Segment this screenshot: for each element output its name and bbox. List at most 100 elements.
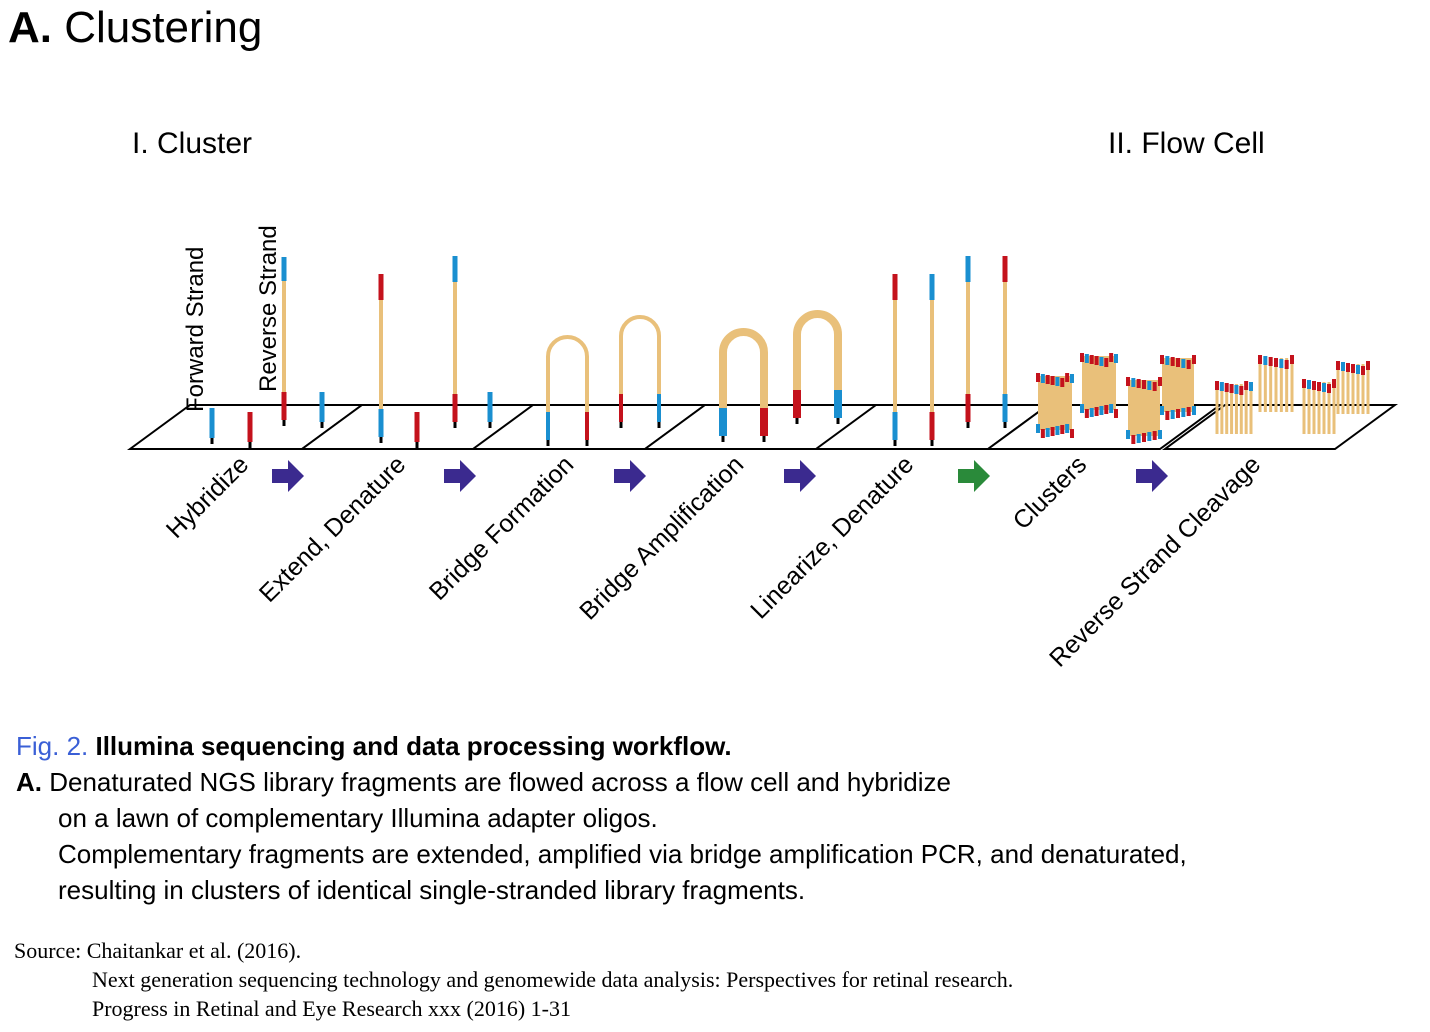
adapter-bottom	[1055, 426, 1060, 435]
anchor-stub	[1003, 422, 1007, 428]
adapter-bottom	[1109, 404, 1114, 413]
adapter-top	[1104, 358, 1109, 367]
adapter-top	[1099, 357, 1104, 366]
adapter-top	[378, 274, 384, 300]
adapter-bottom	[1065, 424, 1070, 433]
surface-oligo	[247, 412, 253, 448]
cluster	[1258, 355, 1294, 412]
adapter-bottom	[1142, 433, 1146, 442]
cluster	[1302, 379, 1336, 434]
adapter-top	[1351, 364, 1355, 373]
cluster	[1036, 373, 1074, 438]
adapter-top	[1229, 384, 1234, 393]
adapter-bottom	[452, 394, 458, 422]
source-title: Next generation sequencing technology an…	[92, 967, 1014, 992]
surface-oligo	[487, 392, 493, 428]
adapter-top	[1055, 377, 1060, 386]
adapter-bottom	[1192, 406, 1196, 415]
adapter-right	[657, 394, 661, 422]
surface-oligo	[209, 408, 215, 444]
anchor-stub	[893, 440, 897, 446]
adapter-bottom	[1147, 432, 1152, 441]
adapter-top	[1290, 355, 1294, 364]
adapter-top	[1244, 381, 1249, 390]
bridge-molecule	[793, 310, 842, 424]
step-label: Hybridize	[161, 450, 254, 543]
caption-fig-title: Illumina sequencing and data processing …	[95, 731, 732, 761]
source-citation: Source: Chaitankar et al. (2016).	[14, 938, 302, 963]
adapter-top	[1040, 374, 1045, 383]
oligo-body	[209, 408, 215, 438]
anchor-stub	[320, 422, 324, 428]
adapter-bottom	[1170, 410, 1175, 419]
section-cluster-label: I. Cluster	[132, 127, 253, 160]
adapter-bottom	[1158, 430, 1162, 439]
caption-title: Fig. 2. Illumina sequencing and data pro…	[16, 728, 732, 764]
adapter-bottom	[1126, 430, 1130, 439]
adapter-top	[1136, 379, 1141, 388]
adapter-right	[834, 390, 842, 418]
panel-title-text: Clustering	[64, 3, 263, 52]
adapter-top	[1094, 356, 1099, 365]
cluster	[1080, 353, 1118, 418]
dna-strand	[929, 274, 935, 446]
dna-strand	[1002, 256, 1008, 428]
step-arrow	[272, 460, 304, 492]
panel-title: A. Clustering	[8, 2, 262, 54]
adapter-top	[1158, 377, 1162, 386]
source-journal: Progress in Retinal and Eye Research xxx…	[92, 996, 571, 1021]
anchor-stub	[415, 442, 419, 448]
adapter-top	[1170, 357, 1175, 366]
adapter-top	[1327, 384, 1331, 393]
caption-line-2: on a lawn of complementary Illumina adap…	[58, 803, 658, 833]
adapter-left	[719, 408, 727, 436]
adapter-bottom	[965, 394, 971, 422]
adapter-bottom	[1181, 408, 1186, 417]
dna-strand	[965, 256, 971, 428]
bridge-arc	[619, 315, 661, 422]
adapter-top	[1109, 353, 1114, 362]
adapter-top	[1084, 354, 1089, 363]
adapter-bottom	[1152, 431, 1157, 440]
adapter-bottom	[1036, 424, 1040, 433]
adapter-top	[1312, 381, 1316, 390]
step-label: Bridge Amplification	[574, 450, 749, 625]
bridge-arc	[719, 328, 768, 436]
adapter-top	[452, 256, 458, 282]
adapter-top	[892, 274, 898, 300]
forward-strand-label: Forward Strand	[182, 247, 209, 412]
adapter-top	[1186, 360, 1191, 369]
anchor-stub	[836, 418, 840, 424]
step-labels: Hybridize Extend, Denature Bridge Formatio…	[161, 450, 1266, 672]
adapter-top	[1215, 381, 1219, 390]
adapter-top	[1302, 379, 1306, 388]
adapter-bottom	[1160, 406, 1164, 415]
panel-letter: A.	[8, 3, 52, 52]
adapter-top	[1080, 353, 1084, 362]
adapter-right	[760, 408, 768, 436]
adapter-bottom	[1165, 411, 1170, 420]
adapter-left	[793, 390, 801, 418]
adapter-bottom	[1099, 406, 1104, 415]
adapter-bottom	[1176, 409, 1180, 418]
adapter-top	[1181, 359, 1186, 368]
adapter-top	[1114, 354, 1118, 363]
adapter-right	[585, 412, 589, 440]
adapter-top	[1050, 376, 1055, 385]
caption-line: A. Denaturated NGS library fragments are…	[16, 764, 951, 800]
anchor-stub	[488, 422, 492, 428]
cluster-body	[1038, 376, 1072, 430]
adapter-bottom	[281, 392, 287, 420]
adapter-top	[1268, 357, 1273, 366]
step-arrow	[444, 460, 476, 492]
adapter-top	[1258, 355, 1262, 364]
dna-strand	[378, 274, 384, 443]
adapter-top	[1065, 373, 1070, 382]
bridge-arc	[793, 310, 842, 418]
adapter-top	[1089, 355, 1094, 364]
adapter-bottom	[1084, 409, 1089, 418]
dna-strand	[452, 256, 458, 428]
adapter-top	[1219, 382, 1224, 391]
adapter-top	[1361, 366, 1365, 375]
adapter-top	[1165, 356, 1170, 365]
